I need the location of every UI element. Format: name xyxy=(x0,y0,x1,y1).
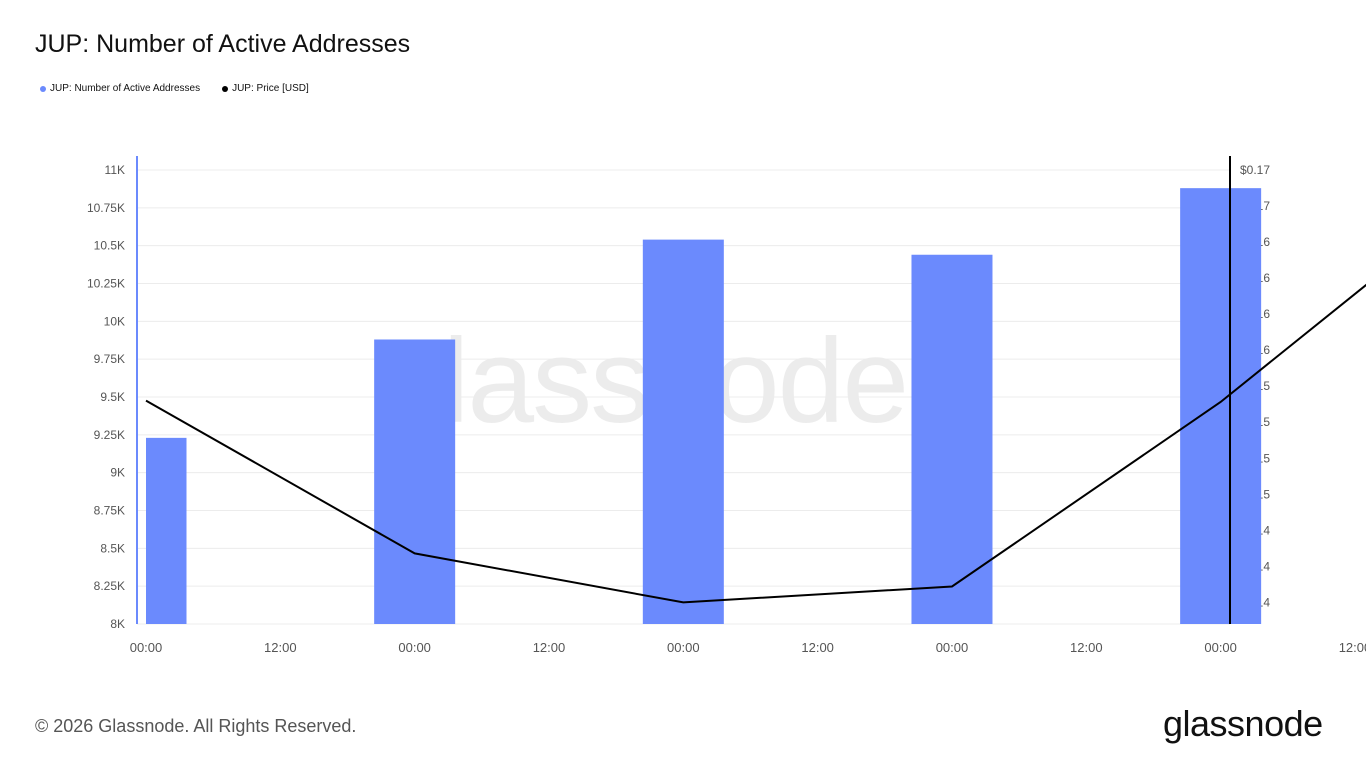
x-axis-tick-label: 12:00 xyxy=(1070,640,1103,655)
legend-dot-active-addresses xyxy=(40,85,46,92)
left-axis-tick-label: 8K xyxy=(110,617,125,631)
brand-logo: glassnode xyxy=(1163,703,1323,744)
legend-item-active-addresses[interactable]: JUP: Number of Active Addresses xyxy=(40,83,200,94)
left-axis-tick-label: 9.25K xyxy=(94,428,125,442)
chart-title: JUP: Number of Active Addresses xyxy=(35,30,411,58)
bar xyxy=(146,437,187,624)
left-axis-tick-label: 11K xyxy=(105,163,125,177)
left-axis-tick-label: 10K xyxy=(104,314,125,328)
left-axis-tick-label: 10.75K xyxy=(87,201,125,215)
x-axis-tick-label: 00:00 xyxy=(936,640,969,655)
x-axis-tick-label: 00:00 xyxy=(1204,640,1237,655)
x-axis-tick-label: 12:00 xyxy=(1339,640,1366,655)
x-axis-tick-label: 00:00 xyxy=(667,640,700,655)
left-axis-tick-label: 10.5K xyxy=(94,239,125,253)
x-axis-tick-label: 00:00 xyxy=(398,640,431,655)
left-axis-tick-label: 8.5K xyxy=(100,541,125,555)
bar xyxy=(1180,188,1262,624)
left-axis-tick-label: 9K xyxy=(110,466,125,480)
left-axis-tick-label: 8.25K xyxy=(94,579,125,593)
legend-label-active-addresses: JUP: Number of Active Addresses xyxy=(50,83,201,94)
left-axis-tick-label: 10.25K xyxy=(87,277,125,291)
legend-item-price[interactable]: JUP: Price [USD] xyxy=(222,83,309,94)
bar xyxy=(642,239,724,624)
x-axis-tick-label: 12:00 xyxy=(801,640,834,655)
right-axis-tick-label: $0.17 xyxy=(1240,163,1270,177)
legend-label-price: JUP: Price [USD] xyxy=(232,83,309,94)
bar xyxy=(911,254,993,624)
bar xyxy=(374,339,456,624)
x-axis-tick-label: 12:00 xyxy=(264,640,297,655)
left-axis-tick-label: 8.75K xyxy=(94,504,125,518)
left-axis-tick-label: 9.75K xyxy=(94,352,125,366)
x-axis-tick-label: 12:00 xyxy=(533,640,566,655)
left-axis-tick-label: 9.5K xyxy=(100,390,125,404)
copyright-footer: © 2026 Glassnode. All Rights Reserved. xyxy=(35,716,357,736)
legend-dot-price xyxy=(222,85,229,92)
x-axis-tick-label: 00:00 xyxy=(130,640,163,655)
legend: JUP: Number of Active Addresses JUP: Pri… xyxy=(40,83,309,94)
price-line xyxy=(145,283,1366,604)
